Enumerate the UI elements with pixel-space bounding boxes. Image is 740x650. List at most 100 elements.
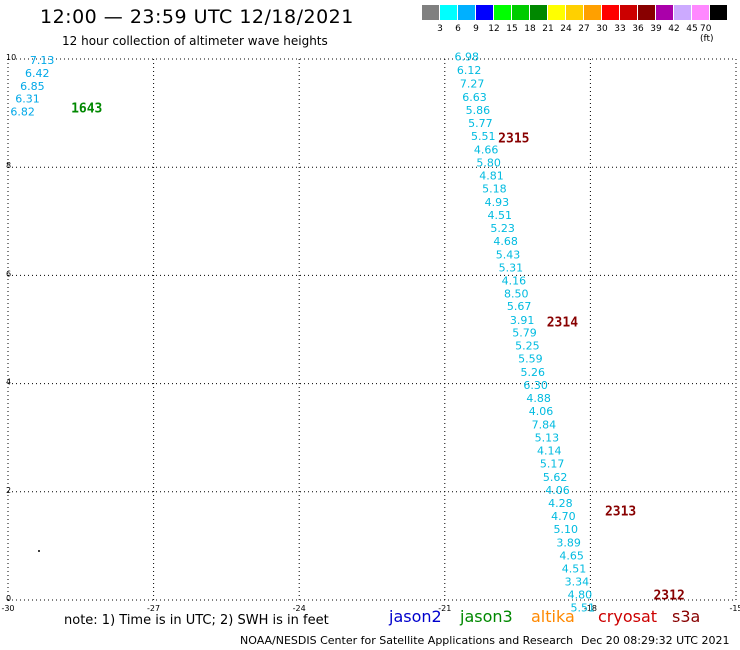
wave-height-value: 4.16 [502,274,526,287]
wave-height-value: 5.80 [476,156,501,169]
wave-height-value: 5.25 [515,340,540,353]
wave-height-value: 6.98 [455,50,480,63]
legend-jason3: jason3 [460,607,513,626]
map-title: 12:00 — 23:59 UTC 12/18/2021 [40,6,354,28]
color-scale-label: 30 [596,24,608,34]
wave-height-value: 5.51 [571,602,596,615]
lon-tick-label: -15 [729,604,740,613]
wave-height-value: 4.88 [526,392,551,405]
color-swatch [656,5,673,20]
wave-height-value: 6.30 [523,379,548,392]
wave-height-value: 5.77 [468,117,493,130]
color-swatch [566,5,583,20]
color-scale-label: 6 [455,24,461,34]
color-swatch [602,5,619,20]
legend-s3a: s3a [672,607,701,626]
pass-time-label: 2312 [653,589,684,604]
color-swatch [530,5,547,20]
color-scale-label: 33 [614,24,626,34]
map-subtitle: 12 hour collection of altimeter wave hei… [62,34,328,48]
pass-time-label: 2315 [498,131,529,146]
color-swatch [476,5,493,20]
lat-tick-label: 8 [6,161,11,170]
lon-tick-label: -24 [293,604,306,613]
color-swatch [512,5,529,20]
color-scale-label: 12 [488,24,500,34]
legend-altika: altika [531,607,575,626]
wave-height-value: 5.31 [499,261,524,274]
footer-generated-date: Dec 20 08:29:32 UTC 2021 [581,634,730,647]
lat-tick-label: 6 [6,269,11,278]
color-swatch [620,5,637,20]
wave-height-value: 6.82 [10,105,35,118]
wave-height-value: 4.70 [551,510,576,523]
color-scale-label: 15 [506,24,518,34]
wave-height-value: 5.18 [482,182,507,195]
wave-height-value: 8.50 [504,287,529,300]
color-swatch [638,5,655,20]
wave-height-value: 6.85 [20,80,44,93]
legend-jason2: jason2 [389,607,442,626]
wave-height-value: 5.17 [540,458,565,471]
color-scale-label: 70 (ft) [700,24,714,44]
wave-height-value: 5.23 [490,222,515,235]
color-scale-label: 39 [650,24,662,34]
lat-tick-label: 10 [6,53,16,62]
wave-height-value: 4.93 [485,196,510,209]
wave-height-value: 4.06 [529,405,554,418]
wave-height-value: 7.84 [532,419,557,432]
lat-lon-grid [7,58,737,601]
color-swatch [710,5,727,20]
wave-height-value: 4.65 [559,550,584,563]
wave-height-value: 5.62 [543,471,568,484]
map-note: note: 1) Time is in UTC; 2) SWH is in fe… [64,613,329,628]
wave-height-value: 3.34 [565,576,590,589]
wave-height-value: 6.31 [15,92,40,105]
wave-height-value: 3.89 [556,537,581,550]
color-scale-label: 36 [632,24,644,34]
color-scale-label: 42 [668,24,680,34]
wave-height-value: 5.51 [471,130,496,143]
pass-time-label: 1643 [71,102,102,117]
lon-tick-label: -21 [438,604,451,613]
wave-height-value: 4.51 [488,209,513,222]
color-swatch [494,5,511,20]
lat-tick-label: 4 [6,378,11,387]
wave-height-value: 4.06 [545,484,570,497]
wave-height-value: 7.13 [30,54,55,67]
pass-time-label: 2313 [605,505,636,520]
color-swatch [458,5,475,20]
wave-height-value: 4.14 [537,445,562,458]
color-scale-label: 3 [437,24,443,34]
wave-height-value: 4.51 [562,563,587,576]
lat-tick-label: 2 [6,486,11,495]
wave-height-value: 4.28 [548,497,573,510]
color-swatch [440,5,457,20]
color-swatch [692,5,709,20]
lat-tick-label: 0 [6,594,11,603]
axis-labels: -30 -27 -24 -21 -18 -15 0 2 4 6 8 10 [1,53,740,613]
color-swatch [584,5,601,20]
wave-height-value: 4.81 [479,169,504,182]
wave-height-value: 3.91 [510,314,535,327]
wave-height-value: 6.63 [462,91,487,104]
wave-height-value: 5.10 [554,523,579,536]
color-scale-label: 24 [560,24,572,34]
altimeter-tracks: 7.136.426.856.316.82 6.986.127.276.635.86… [10,50,595,614]
wave-height-value: 6.42 [25,67,49,80]
wave-height-value: 7.27 [460,77,485,90]
lon-tick-label: -27 [147,604,160,613]
legend-cryosat: cryosat [598,607,658,626]
color-scale-label: 21 [542,24,554,34]
color-swatch [548,5,565,20]
color-scale-label: 45 [686,24,698,34]
wave-height-value: 5.67 [507,300,532,313]
lon-tick-label: -18 [584,604,597,613]
wave-height-value: 5.43 [496,248,521,261]
wave-height-value: 5.86 [466,104,491,117]
wave-height-value: 5.26 [521,366,546,379]
wave-height-value: 5.13 [535,432,560,445]
land-point-marker [38,550,40,552]
color-scale-label: 18 [524,24,536,34]
